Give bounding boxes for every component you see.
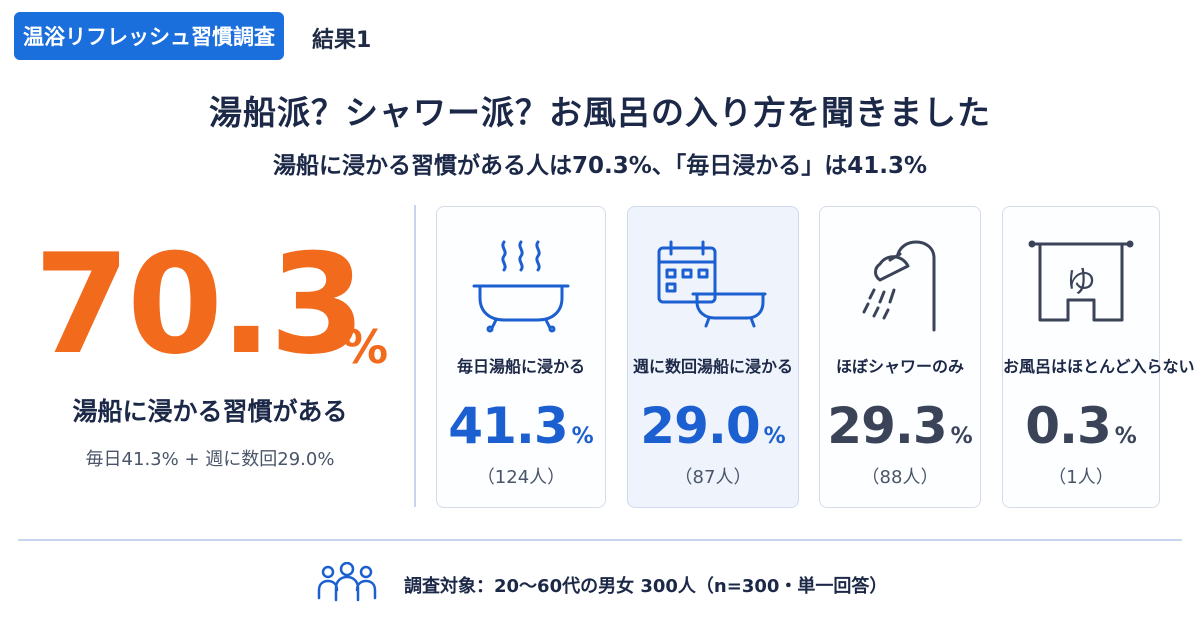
section-label: 結果1 [312,28,372,53]
card-count: （88人） [861,467,939,488]
calendar-bathtub-icon [628,229,798,339]
card-label: ほぼシャワーのみ [835,357,964,376]
highlight-breakdown: 毎日41.3% + 週に数回29.0% [85,449,335,470]
survey-tag: 温浴リフレッシュ習慣調査 [14,12,284,60]
footer-survey-info: 調査対象：20～60代の男女 300人（n=300・単一回答） [404,576,888,597]
card-value: 41.3% [448,397,594,455]
shower-icon [820,229,980,339]
card-value: 0.3% [1025,397,1137,455]
people-icon [316,561,378,606]
survey-tag-label: 温浴リフレッシュ習慣調査 [23,25,275,49]
card-weekly-bath: 週に数回湯船に浸かる 29.0% （87人） [627,206,799,508]
highlight-unit: % [342,320,389,374]
bath-curtain-icon: ゆ [1003,229,1159,339]
card-count: （1人） [1048,467,1114,488]
svg-text:ゆ: ゆ [1066,265,1096,300]
highlight-label: 湯船に浸かる習慣がある [72,397,348,426]
page-title: 湯船派？シャワー派？お風呂の入り方を聞きました [209,93,991,132]
card-label: 毎日湯船に浸かる [456,357,585,376]
card-daily-bath: 毎日湯船に浸かる 41.3% （124人） [436,206,606,508]
card-rarely-bath: ゆ お風呂はほとんど入らない 0.3% （1人） [1002,206,1195,508]
card-value: 29.3% [827,397,973,455]
card-shower-only: ほぼシャワーのみ 29.3% （88人） [819,206,981,508]
page-subtitle: 湯船に浸かる習慣がある人は70.3%、「毎日浸かる」は41.3% [272,153,928,179]
bathtub-steam-icon [437,229,605,339]
card-label: 週に数回湯船に浸かる [632,357,793,376]
horizontal-divider [18,539,1182,541]
card-count: （87人） [674,467,752,488]
vertical-divider [414,205,416,507]
highlight-value: 70.3 [34,224,365,385]
card-count: （124人） [476,467,566,488]
card-label: お風呂はほとんど入らない [1003,357,1195,376]
card-value: 29.0% [640,397,786,455]
